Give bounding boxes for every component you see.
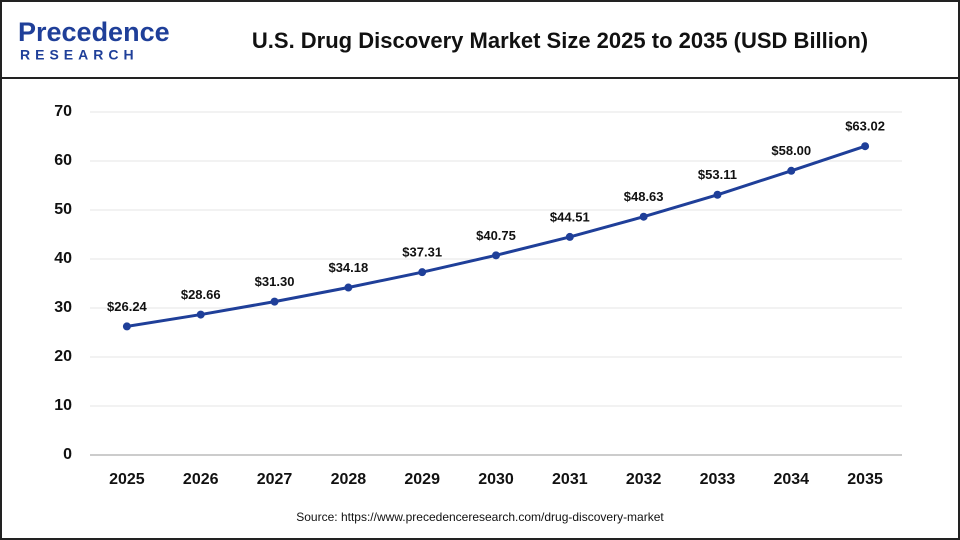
point: [861, 142, 870, 151]
point: [122, 322, 131, 331]
value-label: $44.51: [550, 209, 590, 224]
x-tick-label: 2031: [552, 471, 588, 488]
x-tick-label: 2025: [109, 471, 145, 488]
chart-title: U.S. Drug Discovery Market Size 2025 to …: [252, 28, 868, 53]
logo-tagline: RESEARCH: [20, 47, 139, 63]
y-tick-label: 0: [63, 446, 72, 463]
x-tick-label: 2030: [478, 471, 514, 488]
y-tick-label: 20: [54, 348, 72, 365]
value-label: $26.24: [107, 299, 148, 314]
x-tick-label: 2035: [847, 471, 883, 488]
point: [492, 251, 500, 260]
point: [196, 310, 205, 319]
point: [787, 166, 796, 175]
value-label: $63.02: [845, 119, 885, 134]
x-tick-label: 2032: [626, 471, 662, 488]
value-label: $48.63: [624, 189, 664, 204]
y-tick-label: 60: [54, 152, 72, 169]
point: [713, 190, 722, 199]
point: [270, 297, 279, 306]
x-tick-label: 2034: [773, 471, 809, 488]
point: [639, 212, 648, 221]
value-label: $31.30: [255, 274, 295, 289]
point: [344, 283, 353, 292]
value-label: $40.75: [476, 228, 516, 243]
source: Source: https://www.precedenceresearch.c…: [296, 510, 664, 524]
value-label: $37.31: [402, 245, 442, 260]
value-label: $28.66: [181, 287, 221, 302]
y-tick-label: 30: [54, 299, 72, 316]
x-tick-label: 2027: [257, 471, 293, 488]
value-label: $53.11: [698, 167, 737, 182]
x-tick-label: 2033: [700, 471, 736, 488]
x-tick-label: 2029: [404, 471, 440, 488]
logo-name: Precedence: [18, 17, 170, 47]
y-tick-label: 40: [54, 250, 72, 267]
value-label: $34.18: [328, 260, 368, 275]
y-tick-label: 10: [54, 397, 72, 414]
point: [565, 232, 574, 241]
y-tick-label: 50: [54, 201, 72, 218]
x-tick-label: 2026: [183, 471, 219, 488]
point: [418, 268, 427, 277]
y-tick-label: 70: [54, 103, 72, 120]
x-tick-label: 2028: [331, 471, 367, 488]
value-label: $58.00: [771, 143, 811, 158]
